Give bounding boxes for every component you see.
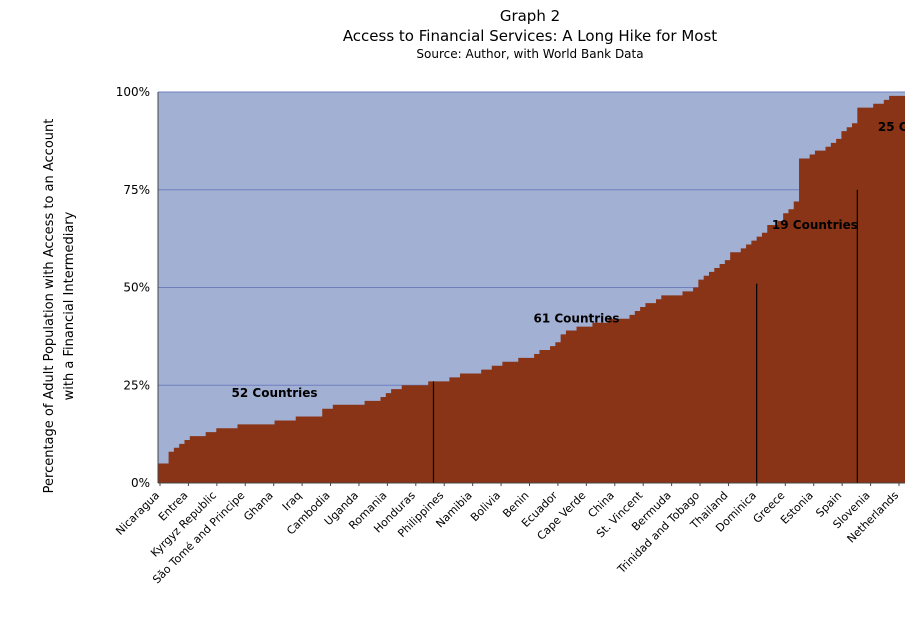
x-tick-label: Ghana: [241, 489, 276, 524]
chart-titles: Graph 2 Access to Financial Services: A …: [155, 6, 905, 62]
y-tick-label: 0%: [131, 476, 150, 490]
chart-subtitle: Access to Financial Services: A Long Hik…: [342, 27, 718, 45]
x-tick-label: Nicaragua: [113, 489, 162, 538]
y-tick-label: 25%: [123, 378, 150, 392]
x-tick-label: Iraq: [280, 489, 304, 513]
x-tick-label: Bolivia: [468, 489, 503, 524]
annotation-label: 52 Countries: [232, 386, 318, 400]
annotation-label: 19 Countries: [772, 218, 858, 232]
y-tick-label: 75%: [123, 183, 150, 197]
area-series: [158, 95, 905, 483]
annotation-label: 25 Countries: [878, 120, 905, 134]
chart-source: Source: Author, with World Bank Data: [416, 47, 644, 61]
chart-title: Graph 2: [499, 7, 561, 25]
y-tick-label: 100%: [116, 85, 150, 99]
annotation-label: 61 Countries: [534, 312, 620, 326]
y-tick-label: 50%: [123, 281, 150, 295]
